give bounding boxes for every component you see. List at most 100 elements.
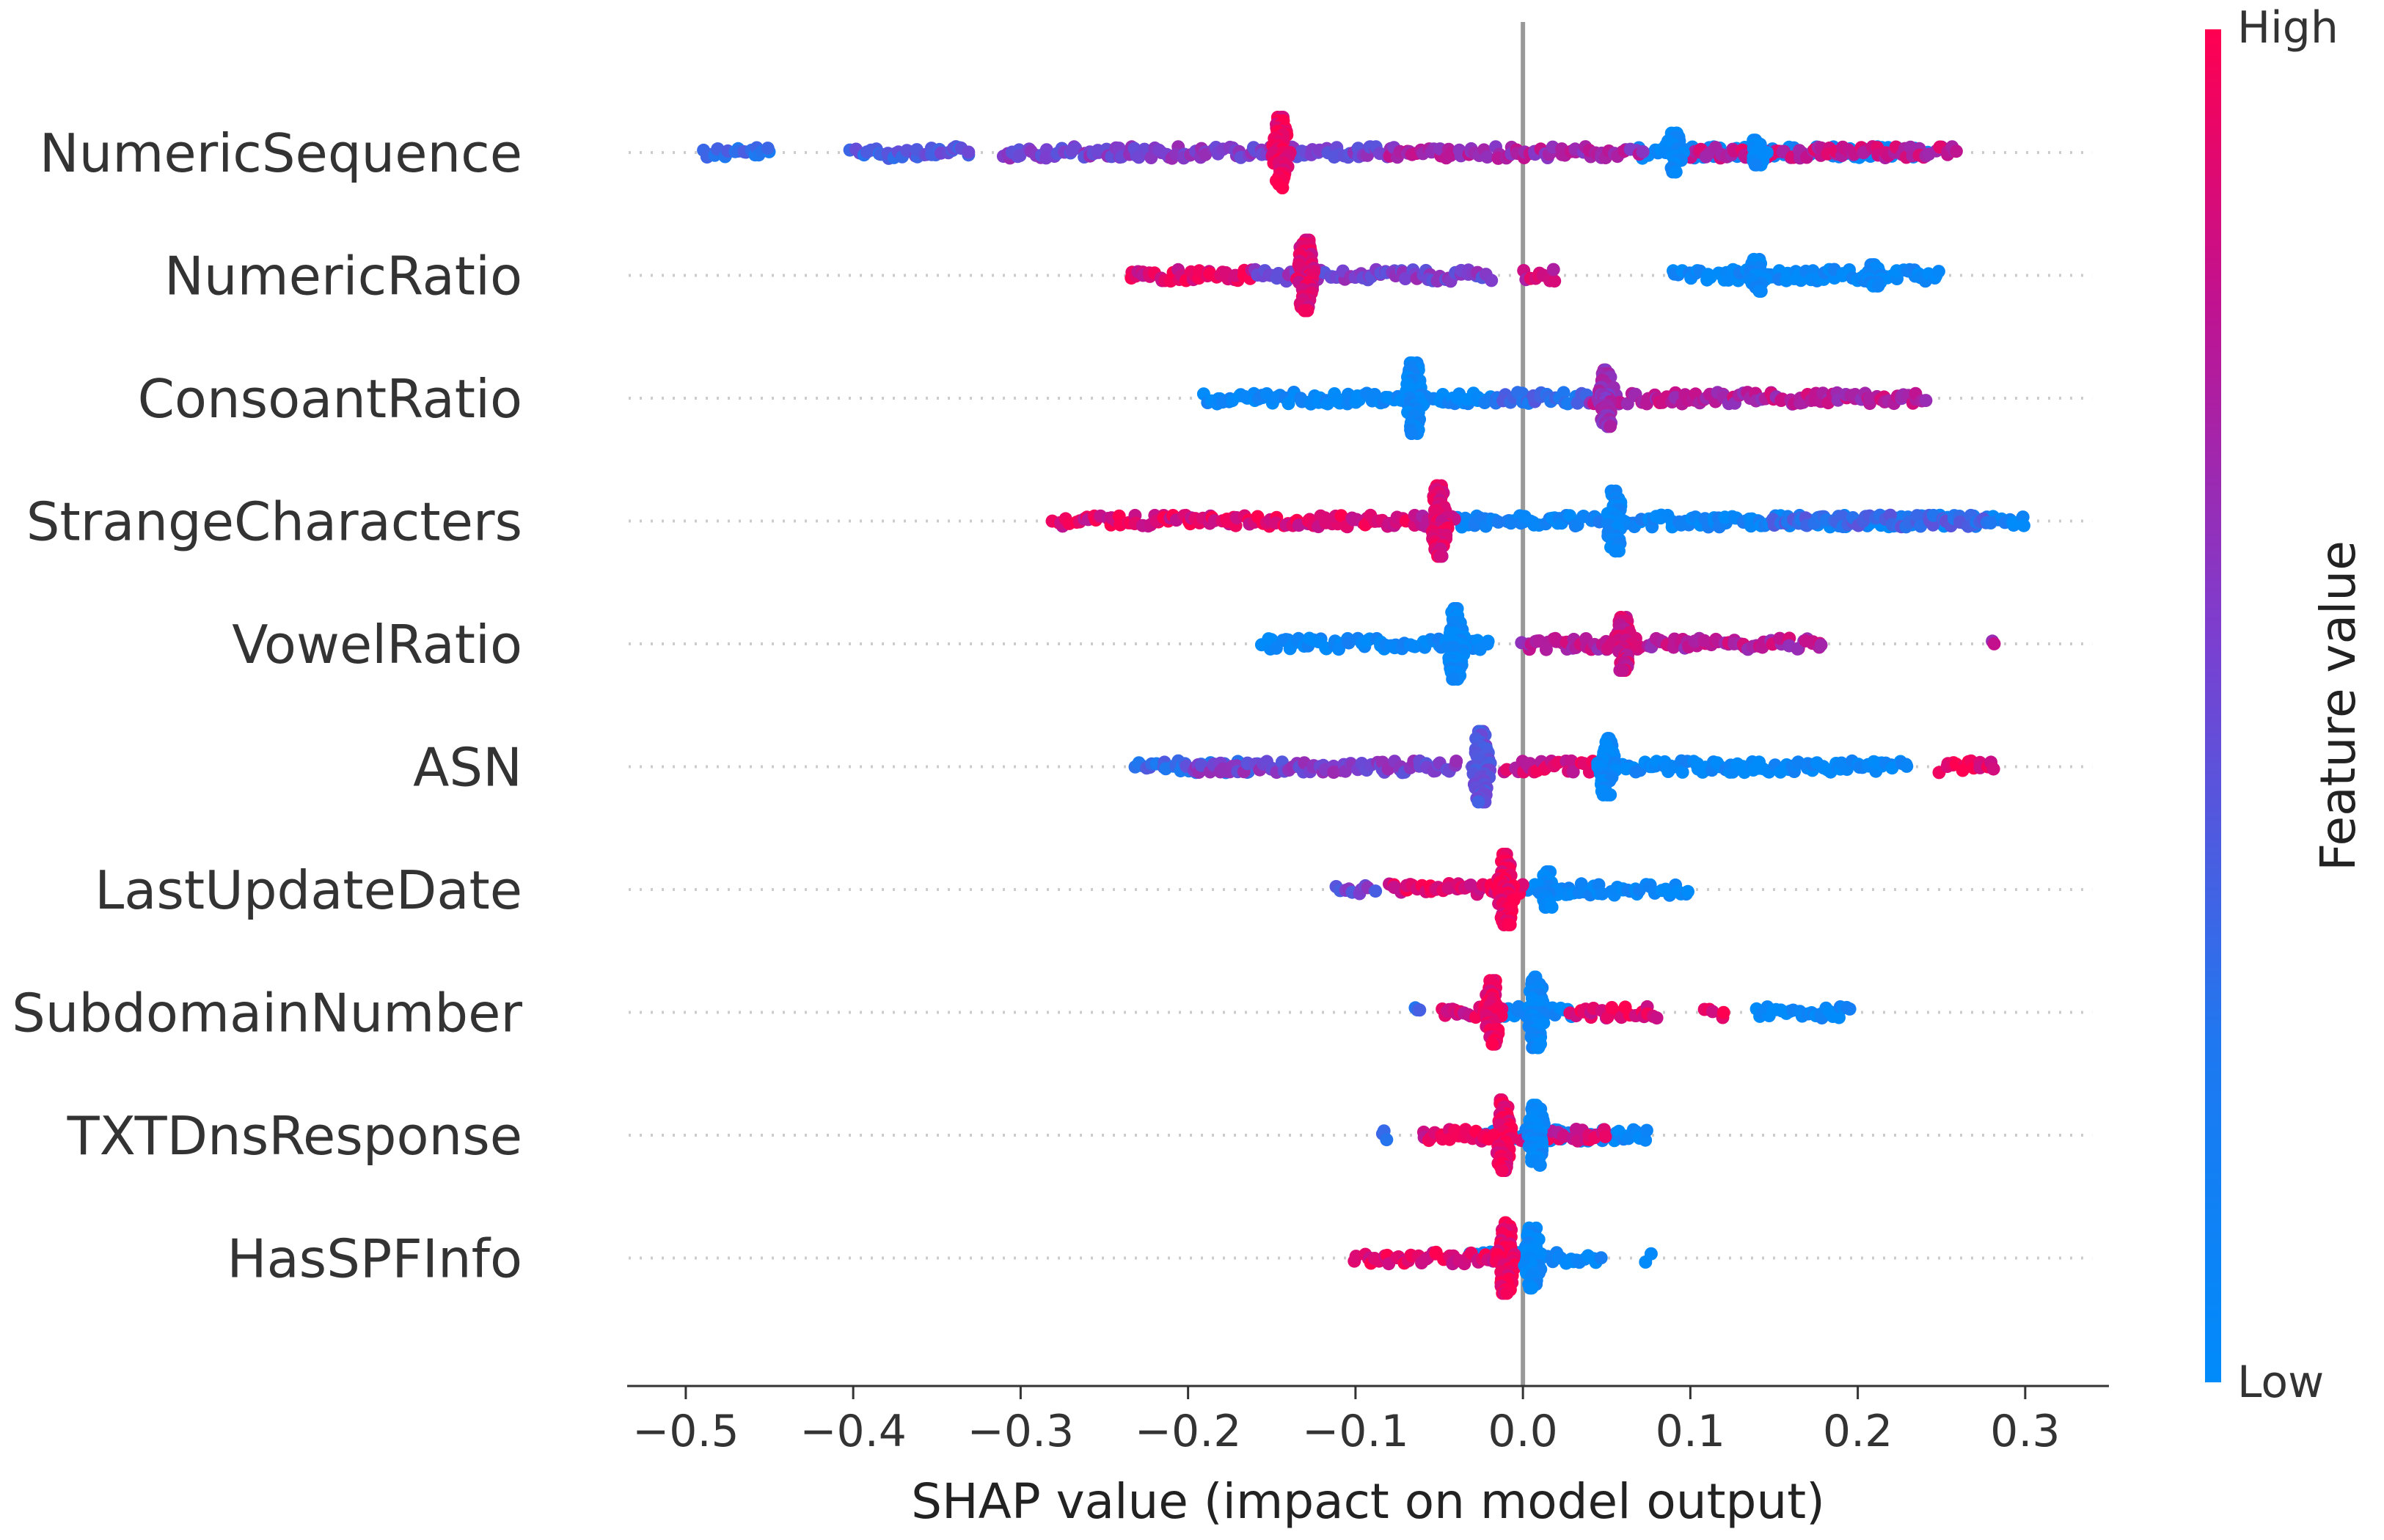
shap-dot xyxy=(1843,1002,1857,1016)
shap-dot xyxy=(1485,274,1499,287)
shap-dot xyxy=(1500,1286,1514,1300)
row-gridlines xyxy=(629,151,2093,1260)
x-tick-label: −0.5 xyxy=(632,1406,739,1457)
shap-dot xyxy=(1639,1255,1653,1269)
shap-dot xyxy=(1705,1005,1719,1019)
shap-dot xyxy=(1636,145,1650,158)
shap-dot xyxy=(1471,795,1485,809)
shap-dot xyxy=(1919,394,1933,408)
shap-dot xyxy=(1446,672,1460,686)
shap-dot xyxy=(962,145,976,159)
feature-label: VowelRatio xyxy=(232,614,522,675)
x-axis-ticks: −0.5 −0.4 −0.3 −0.2 −0.1 0.0 0.1 0.2 0.3 xyxy=(632,1386,2061,1457)
shap-dot xyxy=(2017,518,2030,532)
feature-row-dots xyxy=(1375,1093,1653,1177)
shap-dot xyxy=(1639,1123,1653,1137)
shap-dot xyxy=(1748,158,1762,172)
shap-dot xyxy=(1814,638,1828,652)
x-tick-label: 0.3 xyxy=(1990,1406,2060,1457)
shap-dot xyxy=(1871,279,1885,293)
beeswarm-dots xyxy=(697,111,2030,1300)
x-tick-label: −0.4 xyxy=(800,1406,907,1457)
x-tick-label: 0.1 xyxy=(1656,1406,1725,1457)
feature-label: SubdomainNumber xyxy=(12,983,522,1044)
feature-label: LastUpdateDate xyxy=(95,859,522,921)
shap-dot xyxy=(1675,765,1689,779)
feature-row-dots xyxy=(1196,356,1933,440)
shap-dot xyxy=(1369,884,1383,898)
shap-dot xyxy=(1485,1037,1499,1051)
shap-dot xyxy=(1566,765,1580,779)
shap-dot xyxy=(1480,637,1494,651)
shap-dot xyxy=(1716,1005,1730,1019)
shap-dot xyxy=(1910,509,1924,523)
colorbar-title: Feature value xyxy=(2310,540,2366,871)
shap-dot xyxy=(1512,1000,1526,1013)
colorbar-high-label: High xyxy=(2237,2,2339,54)
shap-dot xyxy=(1681,884,1694,898)
shap-dot xyxy=(1608,544,1622,558)
shap-dot xyxy=(1398,272,1412,285)
feature-row-dots xyxy=(1125,233,1945,318)
shap-dot xyxy=(1334,509,1348,523)
feature-row-dots xyxy=(697,111,1963,194)
shap-dot xyxy=(1557,386,1571,400)
shap-dot xyxy=(1380,1133,1394,1147)
shap-dot xyxy=(1449,755,1463,768)
shap-dot xyxy=(1931,265,1945,279)
feature-label: ASN xyxy=(413,737,522,799)
shap-dot xyxy=(1503,918,1517,931)
feature-row-dots xyxy=(1329,848,1694,931)
feature-label: NumericSequence xyxy=(40,122,522,184)
feature-row-dots xyxy=(1348,1216,1658,1300)
shap-dot xyxy=(1615,664,1629,677)
shap-dot xyxy=(1480,150,1494,164)
feature-row-dots xyxy=(1045,479,2030,563)
shap-dot xyxy=(1668,165,1682,179)
feature-label: ConsoantRatio xyxy=(138,368,522,430)
shap-dot xyxy=(1650,1011,1664,1025)
feature-row-dots xyxy=(1408,970,1857,1055)
shap-dot xyxy=(1594,1251,1608,1265)
shap-dot xyxy=(1413,1003,1427,1017)
shap-dot xyxy=(1604,419,1617,433)
x-tick-label: −0.2 xyxy=(1135,1406,1242,1457)
feature-row-dots xyxy=(1254,602,2001,686)
x-tick-label: 0.0 xyxy=(1488,1406,1557,1457)
shap-dot xyxy=(1596,788,1610,802)
feature-row-dots xyxy=(1128,725,2000,809)
shap-dot xyxy=(1986,762,2000,776)
shap-dot xyxy=(1949,144,1963,158)
shap-dot xyxy=(761,142,775,155)
shap-dot xyxy=(1983,516,1997,529)
colorbar xyxy=(2205,29,2221,1382)
shap-dot xyxy=(1722,273,1736,287)
shap-dot xyxy=(1565,754,1579,768)
shap-dot xyxy=(1276,181,1290,194)
shap-dot xyxy=(1545,901,1559,914)
feature-label: StrangeCharacters xyxy=(26,491,522,553)
shap-dot xyxy=(1532,1041,1546,1055)
colorbar-low-label: Low xyxy=(2237,1357,2324,1408)
shap-dot xyxy=(1563,509,1576,523)
feature-label: HasSPFInfo xyxy=(227,1228,522,1290)
shap-dot xyxy=(1504,516,1518,530)
x-tick-label: 0.2 xyxy=(1823,1406,1893,1457)
x-axis-title: SHAP value (impact on model output) xyxy=(911,1473,1825,1530)
shap-dot xyxy=(1301,304,1315,318)
shap-dot xyxy=(1539,642,1553,656)
x-tick-label: −0.3 xyxy=(968,1406,1075,1457)
feature-label: NumericRatio xyxy=(164,246,522,307)
shap-dot xyxy=(1548,274,1562,288)
shap-dot xyxy=(1332,642,1345,656)
shap-dot xyxy=(1753,285,1767,298)
shap-dot xyxy=(1546,263,1560,276)
shap-dot xyxy=(1639,1133,1653,1147)
shap-dot xyxy=(1525,1281,1539,1295)
shap-dot xyxy=(1433,549,1447,563)
shap-dot xyxy=(1495,1164,1509,1177)
shap-dot xyxy=(1405,427,1419,440)
shap-dot xyxy=(1987,637,2001,650)
shap-dot xyxy=(1533,1158,1547,1172)
